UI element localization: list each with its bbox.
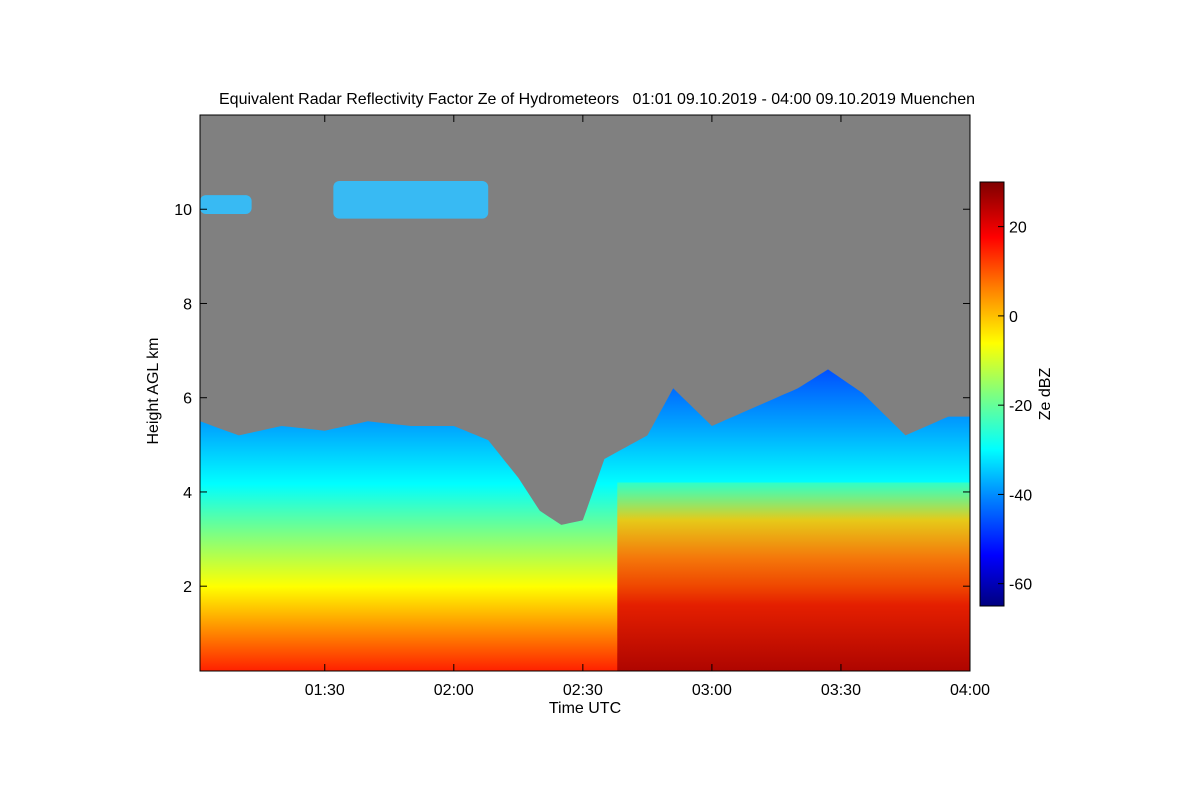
y-axis: 2 4 6 8 10 <box>174 202 970 596</box>
upper-cloud-layer <box>200 195 252 214</box>
y-tick-label: 2 <box>183 579 192 596</box>
colorbar-tick-label: 20 <box>1009 220 1027 237</box>
heavy-precip-region <box>617 482 970 671</box>
x-tick-label: 03:30 <box>821 682 861 699</box>
colorbar-ticks: 20 0 -20 -40 -60 <box>998 220 1032 594</box>
colorbar-label: Ze dBZ <box>1037 368 1054 421</box>
x-tick-label: 02:30 <box>563 682 603 699</box>
x-axis: 01:30 02:00 02:30 03:00 03:30 04:00 <box>305 115 990 699</box>
y-tick-label: 4 <box>183 485 192 502</box>
colorbar <box>979 181 1005 607</box>
x-tick-label: 04:00 <box>950 682 990 699</box>
x-tick-label: 01:30 <box>305 682 345 699</box>
plot-frame <box>199 114 971 672</box>
plot-area <box>200 180 970 671</box>
upper-cloud-layer <box>333 180 489 219</box>
x-tick-label: 02:00 <box>434 682 474 699</box>
y-tick-label: 8 <box>183 296 192 313</box>
y-tick-label: 10 <box>174 202 192 219</box>
colorbar-tick-label: 0 <box>1009 309 1018 326</box>
y-axis-label: Height AGL km <box>145 337 162 444</box>
colorbar-tick-label: -20 <box>1009 398 1032 415</box>
x-axis-label: Time UTC <box>549 700 621 717</box>
x-tick-label: 03:00 <box>692 682 732 699</box>
colorbar-tick-label: -60 <box>1009 577 1032 594</box>
colorbar-tick-label: -40 <box>1009 487 1032 504</box>
chart-title: Equivalent Radar Reflectivity Factor Ze … <box>219 91 975 108</box>
y-tick-label: 6 <box>183 391 192 408</box>
